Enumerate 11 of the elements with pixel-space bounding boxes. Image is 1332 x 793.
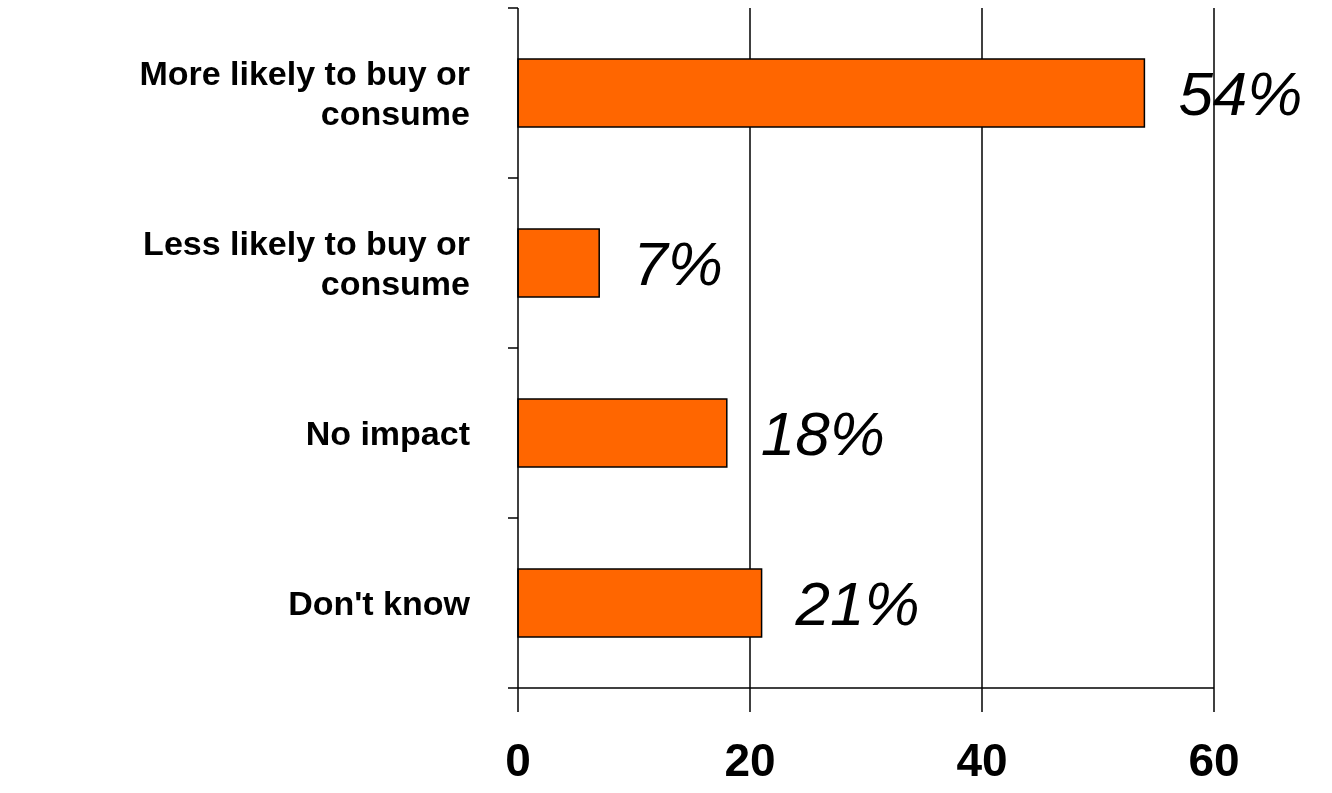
- data-label: 18%: [760, 398, 885, 468]
- x-tick-label: 0: [505, 734, 531, 786]
- y-tick-label: More likely to buy or consume: [139, 54, 470, 132]
- data-label: 21%: [794, 568, 920, 638]
- x-tick-label: 60: [1188, 734, 1240, 786]
- data-label: 7%: [633, 228, 723, 298]
- x-tick-label: 40: [956, 734, 1008, 786]
- y-tick-label: No impact: [305, 414, 470, 452]
- x-tick-label: 20: [724, 734, 776, 786]
- y-tick-label: Don't know: [288, 584, 471, 622]
- y-tick-label: Less likely to buy or consume: [143, 224, 470, 302]
